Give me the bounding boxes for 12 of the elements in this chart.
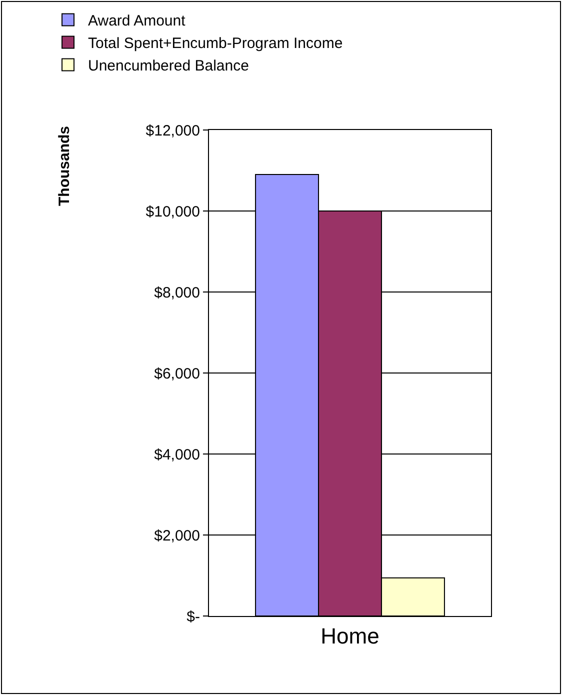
y-tick-label: $- [186,608,200,626]
y-axis-title: Thousands [56,126,73,206]
y-tick-label: $10,000 [146,203,200,220]
y-tick-label: $8,000 [154,284,200,302]
legend-label: Total Spent+Encumb-Program Income [88,35,343,52]
y-tick-label: $12,000 [146,122,200,140]
legend-label: Award Amount [88,12,186,30]
legend-label: Unencumbered Balance [88,58,249,75]
y-tick-label: $2,000 [154,527,200,544]
x-tick-label: Home [320,623,380,648]
y-tick-label: $6,000 [154,365,200,382]
y-tick-label: $4,000 [154,446,200,464]
